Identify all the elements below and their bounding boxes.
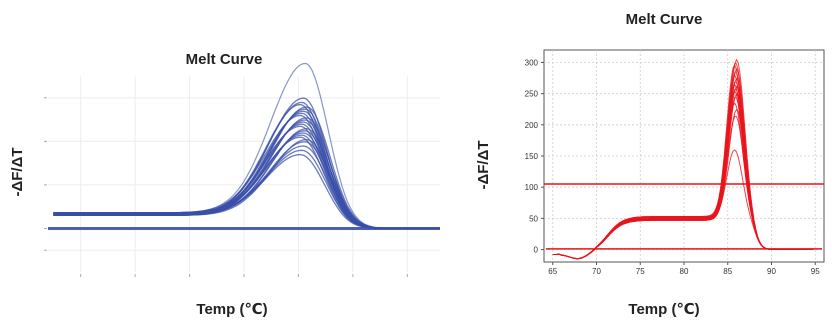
x-tick-label-right: 70	[592, 267, 601, 276]
chart-title-left: Melt Curve	[186, 51, 263, 68]
y-tick-label-right: 200	[525, 121, 539, 130]
x-axis-label-right: Temp (℃)	[628, 301, 699, 318]
y-tick-label-right: 250	[525, 90, 539, 99]
melt-curve-left-svg: Melt Curve Temp (℃) -ΔF/ΔT	[9, 51, 440, 318]
melt-series-line-right	[552, 58, 814, 260]
melt-series-line-left	[53, 119, 440, 230]
melt-series-line-left	[53, 101, 440, 230]
y-tick-label-right: 300	[525, 58, 539, 67]
x-tick-label-right: 90	[767, 267, 776, 276]
x-tick-label-right: 95	[811, 267, 820, 276]
chart-title-right: Melt Curve	[626, 11, 703, 28]
melt-series-line-left	[53, 106, 440, 230]
x-tick-label-right: 80	[680, 267, 689, 276]
melt-series-line-left	[53, 114, 440, 230]
melt-series-line-left	[53, 97, 440, 230]
y-tick-label-right: 0	[534, 246, 539, 255]
y-axis-label-right: -ΔF/ΔT	[475, 140, 492, 189]
x-tick-label-right: 85	[723, 267, 732, 276]
melt-curve-chart-left: Melt Curve Temp (℃) -ΔF/ΔT	[9, 51, 440, 318]
melt-series-line-left	[53, 103, 440, 230]
melt-curve-right-svg: Melt Curve Temp (℃) -ΔF/ΔT 65 70 75 80 85 90 9…	[475, 11, 825, 318]
y-axis-label-left: -ΔF/ΔT	[9, 147, 26, 196]
melt-series-line-left	[53, 110, 440, 230]
x-axis-label-left: Temp (℃)	[196, 301, 267, 318]
y-tick-label-right: 150	[525, 152, 539, 161]
melt-series-line-left	[53, 117, 440, 230]
melt-series-line-left	[53, 108, 440, 230]
x-tick-label-right: 75	[636, 267, 645, 276]
y-tick-label-right: 100	[525, 183, 539, 192]
melt-curve-chart-right: Melt Curve Temp (℃) -ΔF/ΔT 65 70 75 80 85 90 9…	[440, 0, 832, 320]
x-tick-label-right: 65	[548, 267, 557, 276]
melt-series-line-left	[53, 62, 440, 229]
melt-series-line-left	[53, 112, 440, 230]
y-tick-label-right: 50	[529, 214, 538, 223]
